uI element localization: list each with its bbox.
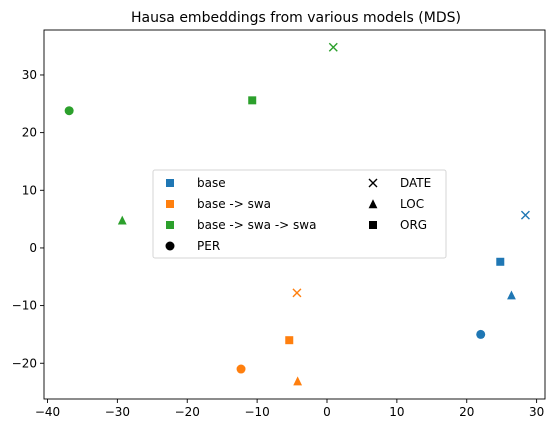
x-tick-label: −40 <box>35 405 60 419</box>
data-point-base-swa-swa-loc <box>117 215 127 225</box>
y-tick-label: 30 <box>22 68 37 82</box>
x-tick-label: −30 <box>105 405 130 419</box>
data-point-base-loc <box>507 290 516 300</box>
y-tick-label: −20 <box>12 356 37 370</box>
x-tick-label: 20 <box>459 405 474 419</box>
legend-label: base <box>197 176 226 190</box>
legend-label: ORG <box>400 218 427 232</box>
legend-marker <box>369 221 377 229</box>
chart-title: Hausa embeddings from various models (MD… <box>131 10 461 26</box>
data-point-base-org <box>496 257 505 266</box>
x-tick-label: 10 <box>389 405 404 419</box>
legend-label: DATE <box>400 176 431 190</box>
x-tick-label: 0 <box>323 405 331 419</box>
data-point-base-per <box>476 329 486 339</box>
x-tick-label: 30 <box>529 405 544 419</box>
legend-box <box>152 169 447 259</box>
legend-label: PER <box>197 239 220 253</box>
legend-label: LOC <box>400 197 424 211</box>
legend-marker <box>166 221 174 229</box>
plot-layer: −40 −30 −20 −10 0 10 20 30 −20 −10 0 10 20 30 <box>12 29 546 419</box>
legend-marker <box>165 241 175 251</box>
axes-frame <box>43 29 546 400</box>
legend-label: base -> swa -> swa <box>197 218 316 232</box>
legend-marker <box>368 199 378 209</box>
y-tick-label: 0 <box>29 241 37 255</box>
data-point-base-swa-date <box>292 288 302 298</box>
legend-marker <box>166 179 174 187</box>
y-tick-label: −10 <box>12 299 37 313</box>
x-tick-label: −20 <box>175 405 200 419</box>
data-point-base-swa-swa-org <box>248 96 257 105</box>
y-tick-label: 20 <box>22 126 37 140</box>
legend-marker <box>166 200 174 208</box>
legend-marker <box>368 178 378 188</box>
data-point-base-date <box>520 210 530 220</box>
data-point-base-swa-swa-date <box>328 42 338 52</box>
legend: base base -> swa base -> swa -> swa PER DATE… <box>152 169 447 259</box>
data-point-base-swa-swa-per <box>64 106 74 116</box>
data-point-base-swa-org <box>285 336 294 345</box>
y-tick-label: 10 <box>22 183 37 197</box>
data-point-base-swa-per <box>236 364 246 374</box>
legend-label: base -> swa <box>197 197 271 211</box>
data-point-base-swa-loc <box>293 376 303 386</box>
x-tick-label: −10 <box>244 405 269 419</box>
